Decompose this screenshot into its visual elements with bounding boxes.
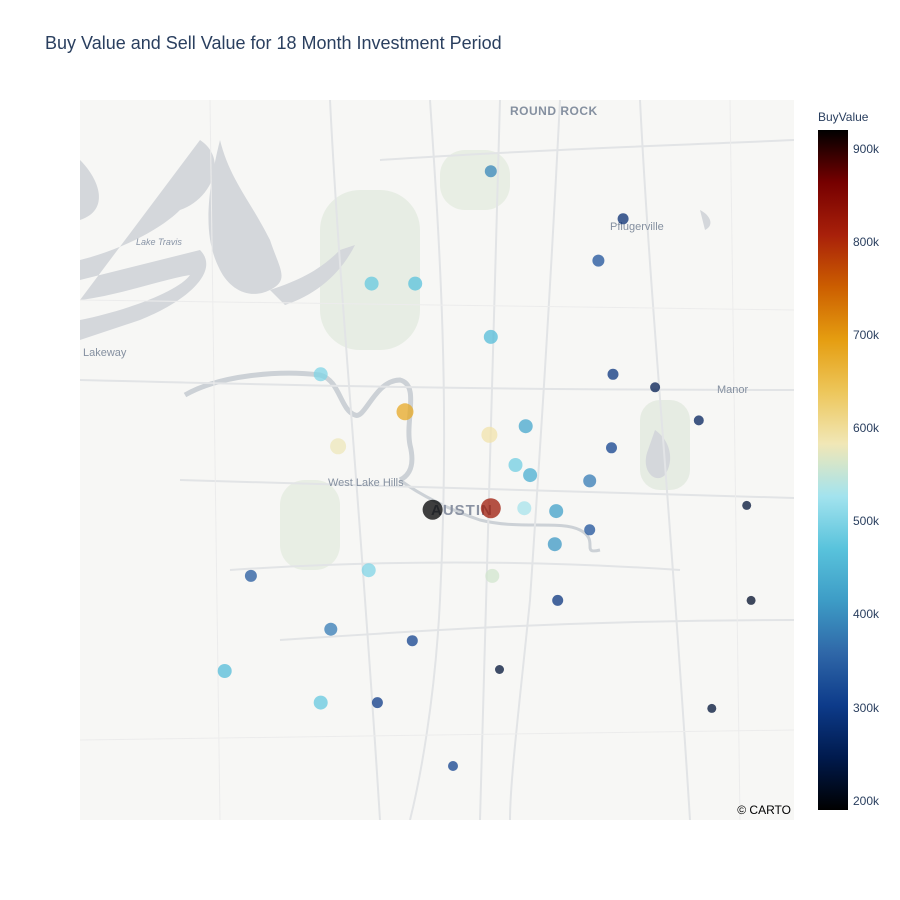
map-point[interactable] [518, 419, 533, 434]
map-point[interactable] [607, 368, 619, 380]
map-point[interactable] [707, 703, 717, 713]
label-lakeway: Lakeway [83, 347, 127, 359]
map-point[interactable] [746, 595, 756, 605]
map-point[interactable] [480, 498, 501, 519]
map-point[interactable] [508, 458, 523, 472]
map-point[interactable] [313, 695, 328, 710]
colorbar-tick: 900k [853, 141, 880, 156]
map-point[interactable] [483, 329, 498, 344]
map-point[interactable] [422, 499, 443, 520]
map-point[interactable] [484, 165, 497, 178]
colorbar-tick: 200k [853, 793, 880, 808]
map-point[interactable] [485, 568, 500, 583]
map-point[interactable] [517, 501, 532, 516]
map-point[interactable] [330, 438, 347, 455]
colorbar [818, 130, 848, 810]
map-point[interactable] [583, 474, 597, 488]
map-point[interactable] [742, 500, 752, 510]
colorbar-tick: 700k [853, 327, 880, 342]
map-point[interactable] [217, 664, 232, 678]
colorbar-tick: 400k [853, 607, 880, 622]
colorbar-tick: 800k [853, 234, 880, 249]
label-manor: Manor [717, 384, 749, 396]
map-area[interactable]: ROUND ROCK Pflugerville Lake Travis Lake… [80, 100, 794, 820]
map-point[interactable] [693, 415, 704, 426]
map-point[interactable] [324, 622, 338, 636]
map-point[interactable] [371, 697, 383, 709]
map-point[interactable] [481, 426, 498, 443]
map-point[interactable] [406, 635, 418, 647]
chart-title: Buy Value and Sell Value for 18 Month In… [45, 33, 502, 53]
label-west-lake-hills: West Lake Hills [328, 477, 404, 489]
map-point[interactable] [364, 276, 379, 291]
map-point[interactable] [523, 468, 538, 483]
map-point[interactable] [547, 537, 562, 552]
map-point[interactable] [495, 665, 504, 674]
colorbar-tick: 500k [853, 514, 880, 529]
colorbar-tick: 600k [853, 421, 880, 436]
scatter-layer [217, 165, 756, 771]
map-point[interactable] [396, 403, 414, 421]
map-point[interactable] [244, 569, 257, 582]
map-point[interactable] [361, 563, 376, 578]
colorbar-tick: 300k [853, 700, 880, 715]
label-lake-travis: Lake Travis [136, 237, 182, 247]
map-point[interactable] [448, 761, 458, 771]
map-point[interactable] [592, 254, 605, 267]
map-point[interactable] [549, 504, 564, 519]
map-point[interactable] [313, 367, 328, 382]
map-point[interactable] [584, 524, 596, 536]
map-point[interactable] [552, 594, 564, 606]
map-point[interactable] [606, 442, 617, 454]
map-point[interactable] [650, 382, 661, 393]
map-point[interactable] [617, 213, 629, 225]
colorbar-title: BuyValue [818, 110, 869, 124]
map-point[interactable] [408, 276, 423, 291]
label-austin: AUSTIN [431, 502, 493, 519]
label-round-rock: ROUND ROCK [510, 104, 598, 118]
map-attribution: © CARTO [737, 803, 791, 817]
